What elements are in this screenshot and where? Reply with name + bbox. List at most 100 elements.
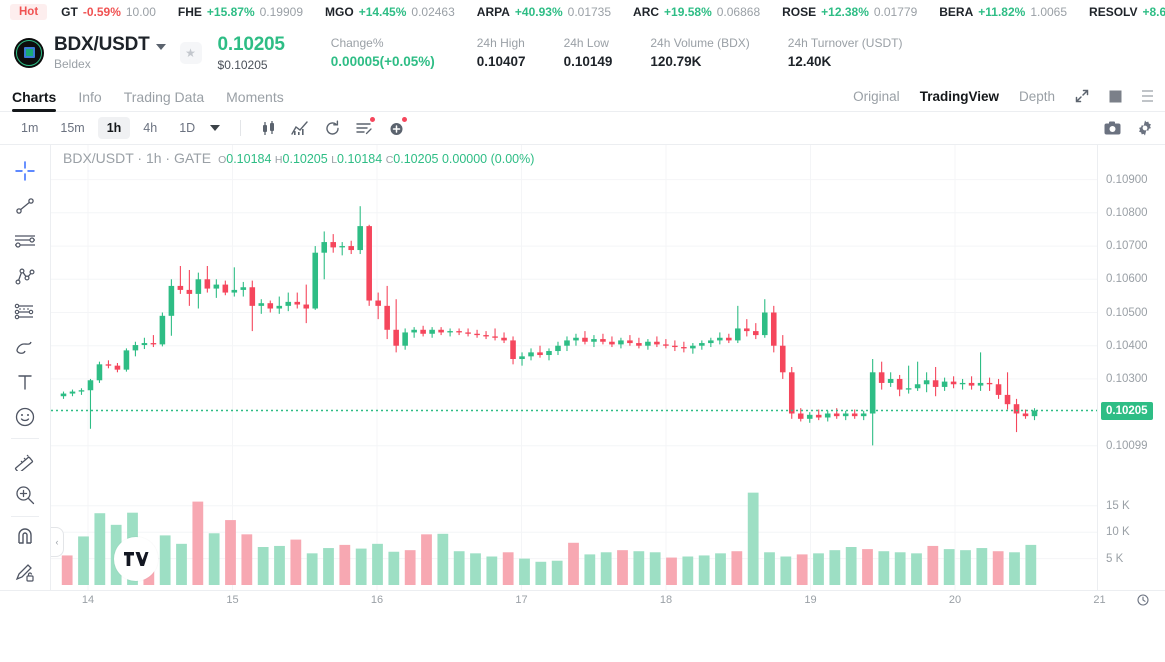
ticker-change: +11.82% bbox=[978, 5, 1026, 19]
time-tick: 15 bbox=[226, 594, 239, 606]
time-axis[interactable]: 14 15 16 17 18 19 20 21 bbox=[0, 590, 1165, 610]
fib-retracement-tool[interactable] bbox=[7, 294, 43, 329]
last-price: 0.10205 bbox=[217, 33, 285, 55]
stat-value: 12.40K bbox=[787, 54, 832, 69]
view-tab-tradingview[interactable]: TradingView bbox=[919, 88, 999, 104]
add-indicator-icon[interactable] bbox=[383, 115, 409, 141]
chart-legend: BDX/USDT · 1h · GATE O0.10184 H0.10205 L… bbox=[63, 150, 534, 166]
toolbar-divider bbox=[240, 120, 242, 136]
stat-value: 0.10407 bbox=[476, 54, 526, 69]
timeframe-1h[interactable]: 1h bbox=[97, 117, 131, 139]
tradingview-watermark-logo bbox=[114, 537, 158, 581]
horizontal-lines-tool[interactable] bbox=[7, 224, 43, 259]
stat-24h-turnover-usdt: 24h Turnover (USDT) 12.40K bbox=[788, 36, 903, 69]
chart-legend-title: BDX/USDT · 1h · GATE bbox=[63, 150, 212, 166]
stat-24h-high: 24h High 0.10407 bbox=[477, 36, 526, 69]
ticker-item[interactable]: GT -0.59% 10.00 bbox=[61, 5, 156, 19]
chart-plot[interactable]: BDX/USDT · 1h · GATE O0.10184 H0.10205 L… bbox=[51, 145, 1097, 590]
view-tab-original[interactable]: Original bbox=[853, 88, 900, 104]
zoom-in-tool[interactable] bbox=[7, 477, 43, 512]
time-tick: 19 bbox=[804, 594, 817, 606]
ticker-symbol: RESOLV bbox=[1089, 5, 1138, 19]
clock-icon[interactable] bbox=[1137, 594, 1149, 606]
tab-charts[interactable]: Charts bbox=[12, 83, 57, 112]
price-axis[interactable]: 0.10900 0.10800 0.10700 0.10600 0.10500 0.104… bbox=[1097, 145, 1165, 590]
hot-badge[interactable]: Hot bbox=[10, 4, 48, 20]
refresh-icon[interactable] bbox=[319, 115, 345, 141]
favorite-star-button[interactable]: ★ bbox=[179, 41, 202, 64]
tab-info[interactable]: Info bbox=[78, 88, 102, 105]
hamburger-menu-icon[interactable] bbox=[1142, 90, 1153, 102]
square-layout-icon[interactable] bbox=[1109, 90, 1122, 103]
ticker-item[interactable]: ARPA +40.93% 0.01735 bbox=[477, 5, 611, 19]
ticker-symbol: BERA bbox=[939, 5, 974, 19]
ticker-item[interactable]: BERA +11.82% 1.0065 bbox=[939, 5, 1067, 19]
measure-ruler-tool[interactable] bbox=[7, 442, 43, 477]
timeframe-more-chevron-down-icon[interactable] bbox=[210, 125, 221, 131]
stat-label: 24h High bbox=[476, 36, 525, 50]
stat-label: Change% bbox=[330, 36, 384, 50]
ticker-symbol: ARPA bbox=[476, 5, 510, 19]
chevron-down-icon[interactable] bbox=[155, 43, 166, 50]
ticker-item[interactable]: ARC +19.58% 0.06868 bbox=[633, 5, 760, 19]
pitchfork-pattern-tool[interactable] bbox=[7, 259, 43, 294]
time-tick: 16 bbox=[370, 594, 384, 606]
price-tick: 0.10300 bbox=[1106, 372, 1148, 385]
timeframe-1D[interactable]: 1D bbox=[179, 121, 196, 135]
volume-tick: 15 K bbox=[1106, 499, 1130, 512]
ticker-price: 0.01779 bbox=[873, 5, 918, 19]
ticker-item[interactable]: RESOLV+8.66%0.10099 bbox=[1089, 5, 1165, 19]
last-price-usd: $0.10205 bbox=[217, 57, 268, 72]
ticker-symbol: ROSE bbox=[782, 5, 817, 19]
candlestick-chart-type-icon[interactable] bbox=[255, 115, 281, 141]
timeframe-4h[interactable]: 4h bbox=[143, 121, 158, 135]
settings-gear-icon[interactable] bbox=[1137, 120, 1153, 136]
expand-arrows-icon[interactable] bbox=[1075, 89, 1089, 103]
emoji-tool[interactable] bbox=[7, 400, 43, 435]
stat-24h-low: 24h Low 0.10149 bbox=[564, 36, 613, 69]
tab-moments[interactable]: Moments bbox=[226, 88, 284, 105]
stat-label: 24h Low bbox=[563, 36, 609, 50]
ticker-price: 1.0065 bbox=[1030, 5, 1068, 19]
text-tool[interactable] bbox=[7, 365, 43, 400]
ticker-price: 0.19909 bbox=[259, 5, 304, 19]
ticker-item[interactable]: ROSE +12.38% 0.01779 bbox=[782, 5, 917, 19]
ticker-item[interactable]: FHE +15.87% 0.19909 bbox=[178, 5, 303, 19]
timeframe-1m[interactable]: 1m bbox=[21, 121, 39, 135]
pair-name: BDX/USDT bbox=[54, 34, 150, 55]
tab-trading-data[interactable]: Trading Data bbox=[123, 88, 205, 105]
price-tick: 0.10800 bbox=[1106, 206, 1148, 219]
price-tick: 0.10700 bbox=[1106, 240, 1148, 253]
timeframe-15m[interactable]: 15m bbox=[60, 121, 85, 135]
compare-list-icon[interactable] bbox=[351, 115, 377, 141]
beldex-coin-logo-icon bbox=[14, 37, 44, 68]
camera-snapshot-icon[interactable] bbox=[1104, 121, 1121, 136]
notification-dot bbox=[370, 117, 376, 122]
indicators-icon[interactable] bbox=[287, 115, 313, 141]
notification-dot bbox=[402, 117, 408, 122]
time-tick: 21 bbox=[1093, 594, 1106, 606]
ticker-change: +14.45% bbox=[358, 5, 407, 19]
ticker-item[interactable]: MGO +14.45% 0.02463 bbox=[325, 5, 455, 19]
ticker-symbol: FHE bbox=[177, 5, 202, 19]
ticker-change: +40.93% bbox=[514, 5, 563, 19]
volume-tick: 10 K bbox=[1106, 526, 1130, 539]
trend-line-tool[interactable] bbox=[7, 188, 43, 223]
ticker-change: +15.87% bbox=[206, 5, 255, 19]
time-tick: 14 bbox=[81, 594, 95, 606]
drawing-tools-sidebar bbox=[0, 145, 51, 590]
crosshair-cursor-tool[interactable] bbox=[7, 153, 43, 188]
toolbar-divider bbox=[11, 438, 39, 440]
magnet-tool[interactable] bbox=[7, 520, 43, 555]
ticker-change: -0.59% bbox=[82, 5, 121, 19]
collapse-sidebar-handle[interactable]: ‹ bbox=[51, 527, 64, 557]
brush-tool[interactable] bbox=[7, 329, 43, 364]
pair-selector[interactable]: BDX/USDT bbox=[54, 34, 166, 56]
current-price-badge: 0.10205 bbox=[1101, 401, 1153, 420]
toolbar-divider bbox=[11, 515, 39, 517]
view-tab-depth[interactable]: Depth bbox=[1018, 88, 1055, 104]
stat-value: 120.79K bbox=[650, 54, 702, 69]
price-tick: 0.10600 bbox=[1106, 273, 1148, 286]
ticker-price: 10.00 bbox=[125, 5, 156, 19]
drawing-lock-tool[interactable] bbox=[7, 555, 43, 590]
